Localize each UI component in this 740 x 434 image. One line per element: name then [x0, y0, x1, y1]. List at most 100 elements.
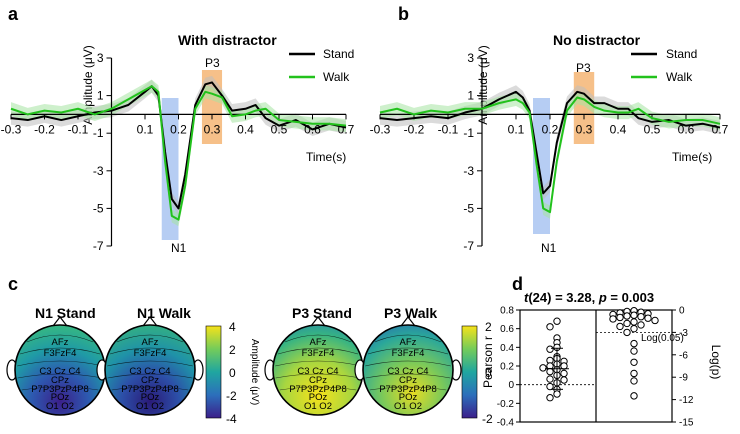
log-p-point — [630, 369, 638, 378]
contour-line — [374, 334, 442, 343]
x-tick-label: -0.3 — [1, 122, 22, 136]
log-p-point — [651, 316, 659, 325]
legend-walk-label: Walk — [666, 70, 693, 84]
x-tick-label: 0.2 — [542, 122, 559, 136]
x-tick-label: 0.3 — [204, 122, 221, 136]
y-tick-label: -1 — [93, 126, 104, 140]
x-tick-label: 0.3 — [576, 122, 593, 136]
contour-line — [116, 334, 184, 343]
x-tick-label: -0.2 — [404, 122, 425, 136]
pearson-r-point — [546, 367, 554, 376]
n1-window-band — [533, 98, 550, 234]
colorbar-p3-gradient — [461, 325, 478, 419]
panel-b-p3-label: P3 — [576, 61, 591, 75]
right-tick-label: -9 — [679, 373, 688, 384]
panel-a-title: With distractor — [178, 32, 277, 48]
scalp — [104, 324, 196, 416]
left-tick-label: 0.2 — [500, 362, 514, 373]
panel-a-n1-label: N1 — [171, 241, 187, 255]
right-tick-label: 0 — [679, 306, 685, 317]
contour-line — [109, 347, 191, 355]
log-p-point — [637, 321, 645, 329]
colorbar-n1-gradient — [205, 325, 222, 419]
panel-d-title: t(24) = 3.28, p = 0.003 — [524, 290, 654, 305]
panel-b: b No distractor Amplitude (μV) -0.3 -0.2-… — [370, 4, 729, 255]
electrode-label-row7: O1 O2 — [136, 401, 164, 412]
y-tick-label: 3 — [467, 51, 474, 65]
contour-line — [365, 360, 451, 367]
electrode-label-row7: O1 O2 — [394, 401, 422, 412]
panel-b-n1-label: N1 — [541, 241, 557, 255]
panel-d-letter: d — [512, 274, 523, 294]
left-tick-label: 0.6 — [500, 324, 514, 335]
log-p-point — [644, 314, 652, 322]
log-p-point — [616, 313, 624, 322]
x-tick-label: -0.2 — [34, 122, 55, 136]
pearson-r-point — [546, 375, 554, 383]
log-p-point — [623, 328, 631, 337]
x-tick-label: 0.1 — [508, 122, 525, 136]
map-title-n1-stand: N1 Stand — [35, 305, 96, 321]
colorbar-n1-label: Amplitude (μV) — [249, 339, 260, 405]
contour-line — [369, 386, 447, 391]
left-tick-label: 0 — [508, 380, 514, 391]
legend-stand-label: Stand — [666, 47, 697, 61]
electrode-label-row7: O1 O2 — [304, 401, 332, 412]
left-tick-label: 0.4 — [500, 343, 514, 354]
legend-stand-label: Stand — [323, 47, 354, 61]
electrode-label-row1: AFz — [400, 337, 417, 348]
electrode-label-row3: C3 Cz C4 — [39, 366, 80, 377]
contour-line — [365, 373, 451, 379]
pearson-r-point — [560, 369, 568, 378]
contour-line — [17, 373, 103, 379]
pearson-r-point — [560, 376, 568, 384]
panel-c-letter: c — [8, 274, 18, 294]
panel-a-legend: Stand Walk — [289, 47, 354, 84]
panel-d-threshold-label: Log(0.05) — [641, 333, 684, 344]
left-tick-label: -0.2 — [497, 399, 515, 410]
log-p-point — [630, 347, 638, 355]
electrode-label-row5: P7P3PzP4P8 — [289, 384, 347, 395]
map-title-p3-walk: P3 Walk — [384, 305, 437, 321]
panel-b-xlabel: Time(s) — [672, 150, 712, 164]
electrode-label-row5: P7P3PzP4P8 — [379, 384, 437, 395]
contour-line — [107, 373, 193, 379]
electrode-label-row6: POz — [399, 392, 418, 403]
colorbar-n1-tick: 2 — [229, 343, 236, 357]
y-tick-label: -7 — [463, 239, 474, 253]
log-p-point — [623, 312, 631, 320]
pearson-r-point — [546, 345, 554, 353]
contour-line — [275, 373, 361, 379]
log-p-point — [630, 339, 638, 348]
electrode-label-row2: F3FzF4 — [44, 348, 77, 359]
electrode-label-row6: POz — [309, 392, 328, 403]
y-tick-label: 3 — [97, 51, 104, 65]
y-tick-label: -5 — [463, 201, 474, 215]
pearson-r-point — [546, 323, 554, 331]
colorbar-n1-tick: 4 — [229, 320, 236, 334]
electrode-label-row1: AFz — [142, 337, 159, 348]
electrode-label-row4: CPz — [141, 375, 159, 386]
nose — [52, 316, 68, 327]
y-tick-label: 1 — [97, 89, 104, 103]
electrode-label-row2: F3FzF4 — [302, 348, 335, 359]
log-p-point — [630, 324, 638, 333]
electrode-label-row6: POz — [51, 392, 70, 403]
log-p-point — [609, 315, 617, 323]
nose — [400, 316, 416, 327]
electrode-label-row3: C3 Cz C4 — [387, 366, 428, 377]
y-tick-label: -3 — [463, 164, 474, 178]
y-tick-label: -1 — [463, 126, 474, 140]
right-tick-label: -3 — [679, 328, 688, 339]
x-tick-label: 0.5 — [644, 122, 661, 136]
panel-b-title: No distractor — [553, 32, 641, 48]
colorbar-p3: 2 0 -2 — [461, 320, 493, 426]
electrode-label-row3: C3 Cz C4 — [129, 366, 170, 377]
legend-walk-label: Walk — [323, 70, 350, 84]
pearson-r-point — [539, 364, 547, 372]
map-title-p3-stand: P3 Stand — [292, 305, 352, 321]
colorbar-n1-tick: -2 — [226, 389, 237, 403]
panel-b-legend: Stand Walk — [631, 47, 697, 84]
contour-line — [284, 334, 352, 343]
